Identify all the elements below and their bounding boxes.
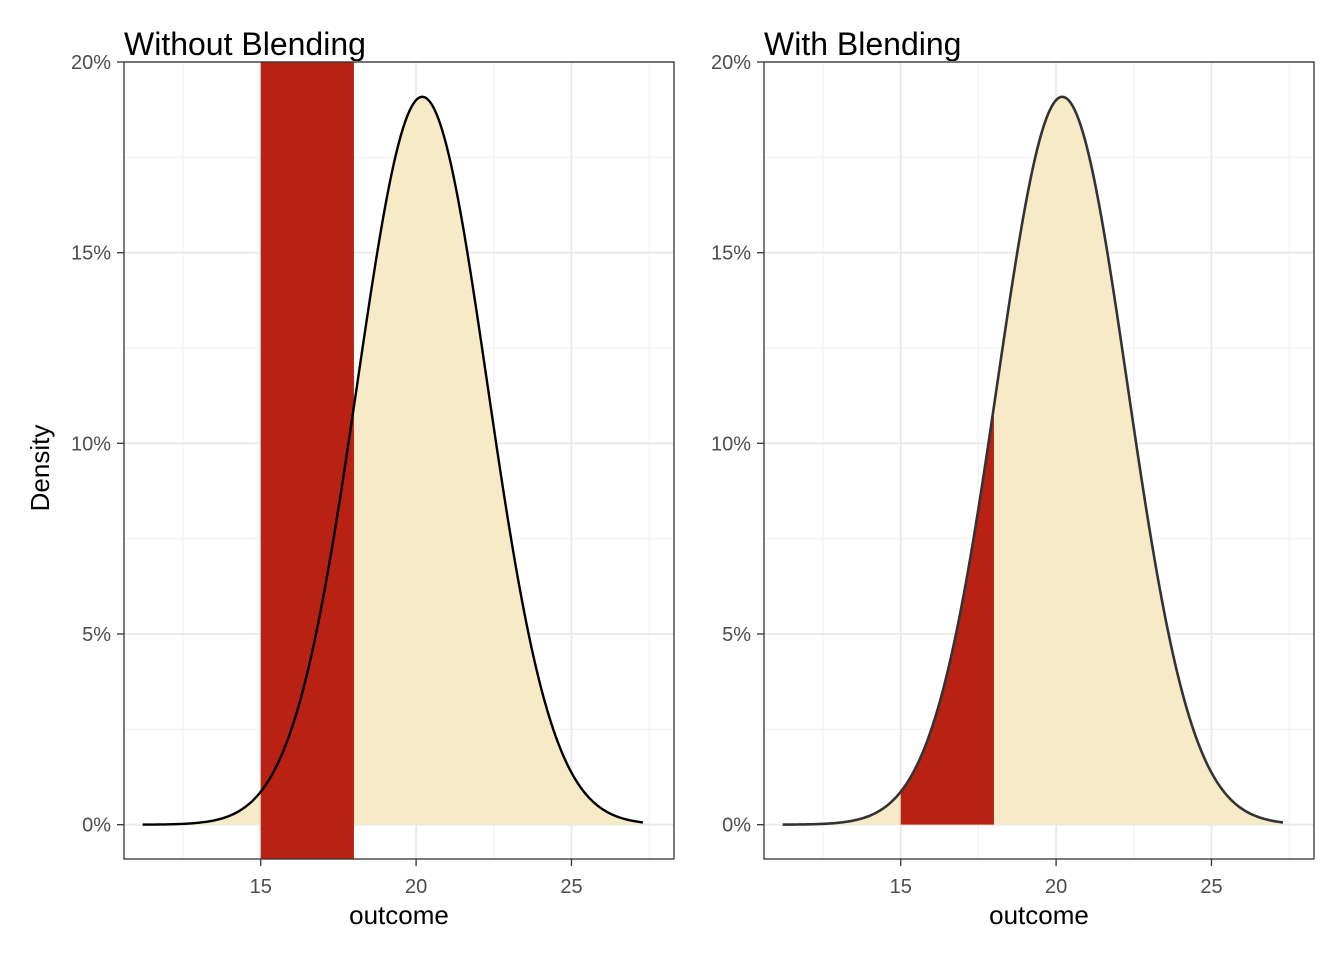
left-x-axis-title: outcome	[349, 900, 449, 930]
right-panel-border	[763, 61, 1315, 860]
left-axes: 0% 5% 10% 15% 20% 15 20 25	[71, 52, 583, 898]
right-x-axis-title: outcome	[989, 900, 1089, 930]
x-tick-label: 20	[405, 876, 427, 898]
y-tick-label: 0%	[82, 815, 111, 837]
right-chart-panel: With Blending 0% 5% 10% 15% 20% 15 20 25 outcom…	[711, 26, 1315, 930]
y-axis-title: Density	[25, 425, 55, 512]
right-highlight-area	[900, 406, 994, 825]
left-panel-border	[123, 61, 675, 860]
y-tick-label: 15%	[71, 243, 111, 265]
y-tick-label: 5%	[722, 624, 751, 646]
x-tick-label: 15	[250, 876, 272, 898]
y-tick-label: 20%	[711, 52, 751, 74]
y-tick-label: 15%	[711, 243, 751, 265]
right-chart-title: With Blending	[764, 26, 961, 62]
left-chart-panel: Without Blending 0% 5% 10% 15% 20% 15 20 25 out…	[25, 26, 675, 930]
x-tick-label: 20	[1045, 876, 1067, 898]
left-density-line	[142, 95, 644, 826]
left-chart-title: Without Blending	[124, 26, 366, 62]
y-tick-label: 10%	[71, 433, 111, 455]
left-density-area	[142, 96, 643, 825]
y-tick-label: 0%	[722, 815, 751, 837]
right-density-line	[782, 95, 1284, 826]
right-plot-area	[782, 95, 1284, 826]
x-tick-label: 15	[890, 876, 912, 898]
x-tick-label: 25	[560, 876, 582, 898]
y-tick-label: 10%	[711, 433, 751, 455]
left-plot-area	[142, 62, 644, 859]
y-tick-label: 5%	[82, 624, 111, 646]
right-density-area	[782, 96, 1283, 825]
right-axes: 0% 5% 10% 15% 20% 15 20 25	[711, 52, 1223, 898]
left-highlight-rect	[260, 62, 354, 859]
y-tick-label: 20%	[71, 52, 111, 74]
x-tick-label: 25	[1200, 876, 1222, 898]
